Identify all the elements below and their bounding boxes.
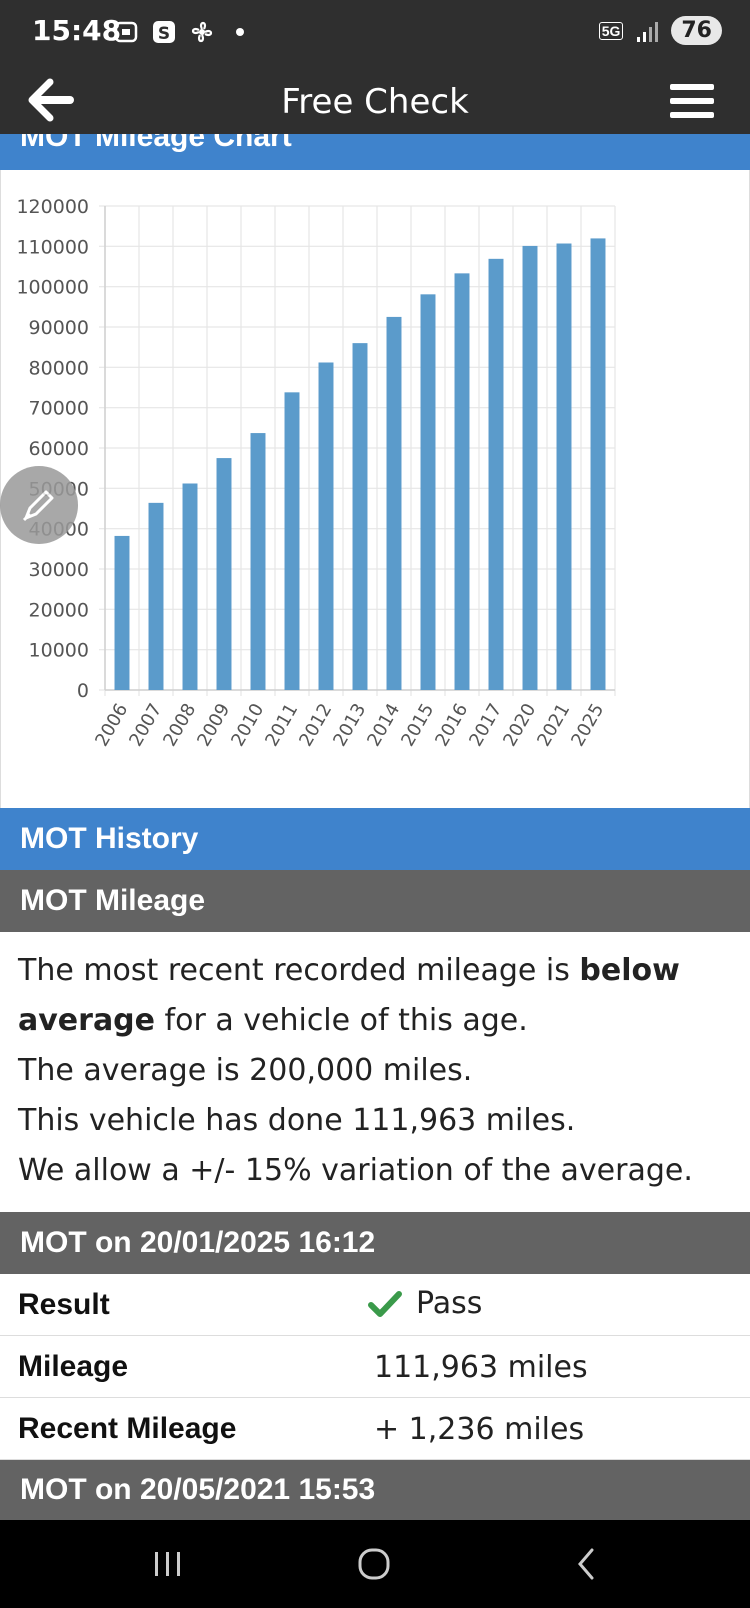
battery-indicator: 76	[671, 16, 722, 45]
summary-line1-post: for a vehicle of this age.	[155, 1003, 528, 1038]
summary-line1-pre: The most recent recorded mileage is	[18, 953, 580, 988]
x-tick-label: 2017	[465, 700, 506, 750]
chart-bar	[182, 483, 198, 690]
chart-bar	[522, 245, 538, 690]
screenshot-icon	[112, 18, 140, 46]
y-tick-label: 0	[77, 680, 89, 702]
summary-below-average: below average	[18, 953, 680, 1038]
app-bar: Free Check	[0, 66, 750, 134]
mileage-row: Mileage 111,963 miles	[0, 1336, 750, 1398]
back-icon[interactable]	[568, 1544, 608, 1584]
x-tick-label: 2011	[261, 700, 302, 750]
y-tick-label: 90000	[29, 317, 89, 339]
chart-bar	[148, 502, 164, 690]
x-tick-label: 2012	[295, 700, 336, 750]
chart-bar	[318, 362, 334, 690]
x-tick-label: 2006	[91, 700, 132, 750]
pencil-icon	[22, 490, 54, 522]
chart-bar	[488, 258, 504, 690]
page-title: Free Check	[281, 82, 469, 122]
x-tick-label: 2014	[363, 700, 404, 750]
mot-test-header[interactable]: MOT on 20/05/2021 15:53	[0, 1460, 750, 1520]
recent-mileage-row: Recent Mileage + 1,236 miles	[0, 1398, 750, 1460]
chart-bar	[284, 392, 300, 690]
y-tick-label: 110000	[16, 236, 89, 258]
status-time: 15:48	[32, 14, 122, 47]
chart-bar	[556, 243, 572, 690]
chart-bar	[216, 458, 232, 690]
edit-pencil-button[interactable]	[0, 466, 78, 544]
recent-mileage-value: + 1,236 miles	[374, 1412, 585, 1447]
chart-bar	[386, 316, 402, 690]
summary-vehicle-line: This vehicle has done 111,963 miles.	[18, 1103, 576, 1138]
x-tick-label: 2015	[397, 700, 438, 750]
result-value: Pass	[416, 1286, 483, 1321]
dot-icon	[226, 18, 254, 46]
network-5g-icon: 5G	[598, 21, 624, 40]
chart-bar	[420, 294, 436, 690]
mot-mileage-title: MOT Mileage	[20, 884, 206, 917]
mot-mileage-chart: 0100002000030000400005000060000700008000…	[0, 170, 750, 808]
x-tick-label: 2025	[567, 700, 608, 750]
x-tick-label: 2020	[499, 700, 540, 750]
fan-icon	[188, 18, 216, 46]
y-tick-label: 20000	[29, 599, 89, 621]
s-app-icon: S	[150, 18, 178, 46]
mot-mileage-header: MOT Mileage	[0, 870, 750, 932]
y-tick-label: 60000	[29, 438, 89, 460]
chart-section-title: MOT Mileage Chart	[20, 134, 292, 153]
hamburger-menu-icon[interactable]	[670, 82, 714, 120]
summary-average-line: The average is 200,000 miles.	[18, 1053, 473, 1088]
chart-section-header: MOT Mileage Chart	[0, 134, 750, 170]
chart-svg: 0100002000030000400005000060000700008000…	[16, 196, 616, 750]
x-tick-label: 2008	[159, 700, 200, 750]
y-tick-label: 100000	[16, 277, 89, 299]
x-tick-label: 2009	[193, 700, 234, 750]
y-tick-label: 10000	[29, 640, 89, 662]
chart-bar	[352, 343, 368, 690]
mot-history-header: MOT History	[0, 808, 750, 870]
summary-variation-line: We allow a +/- 15% variation of the aver…	[18, 1153, 693, 1188]
mot-history-title: MOT History	[20, 822, 199, 855]
x-tick-label: 2010	[227, 700, 268, 750]
chart-bar	[250, 433, 266, 690]
mileage-value: 111,963 miles	[374, 1350, 588, 1385]
status-bar: 15:48 S 5G 76	[0, 0, 750, 66]
mot-test-title: MOT on 20/05/2021 15:53	[20, 1473, 376, 1506]
result-label: Result	[18, 1288, 110, 1321]
svg-text:S: S	[158, 24, 170, 44]
x-tick-label: 2007	[125, 700, 166, 750]
chart-bar	[454, 273, 470, 690]
result-row: Result Pass	[0, 1274, 750, 1336]
mot-test-header[interactable]: MOT on 20/01/2025 16:12	[0, 1212, 750, 1274]
recent-mileage-label: Recent Mileage	[18, 1412, 237, 1445]
chart-bar	[590, 238, 606, 690]
chart-bar	[114, 535, 130, 690]
y-tick-label: 30000	[29, 559, 89, 581]
signal-icon	[633, 17, 661, 45]
mileage-label: Mileage	[18, 1350, 129, 1383]
x-tick-label: 2021	[533, 700, 574, 750]
system-nav-bar	[0, 1520, 750, 1608]
arrow-left-icon[interactable]	[28, 78, 76, 122]
check-icon	[368, 1290, 402, 1317]
y-tick-label: 120000	[16, 196, 89, 218]
x-tick-label: 2016	[431, 700, 472, 750]
recent-apps-icon[interactable]	[148, 1544, 188, 1584]
mileage-summary: The most recent recorded mileage is belo…	[18, 946, 728, 1196]
y-tick-label: 80000	[29, 357, 89, 379]
x-tick-label: 2013	[329, 700, 370, 750]
y-tick-label: 70000	[29, 398, 89, 420]
home-icon[interactable]	[355, 1544, 395, 1584]
mot-test-title: MOT on 20/01/2025 16:12	[20, 1226, 376, 1259]
